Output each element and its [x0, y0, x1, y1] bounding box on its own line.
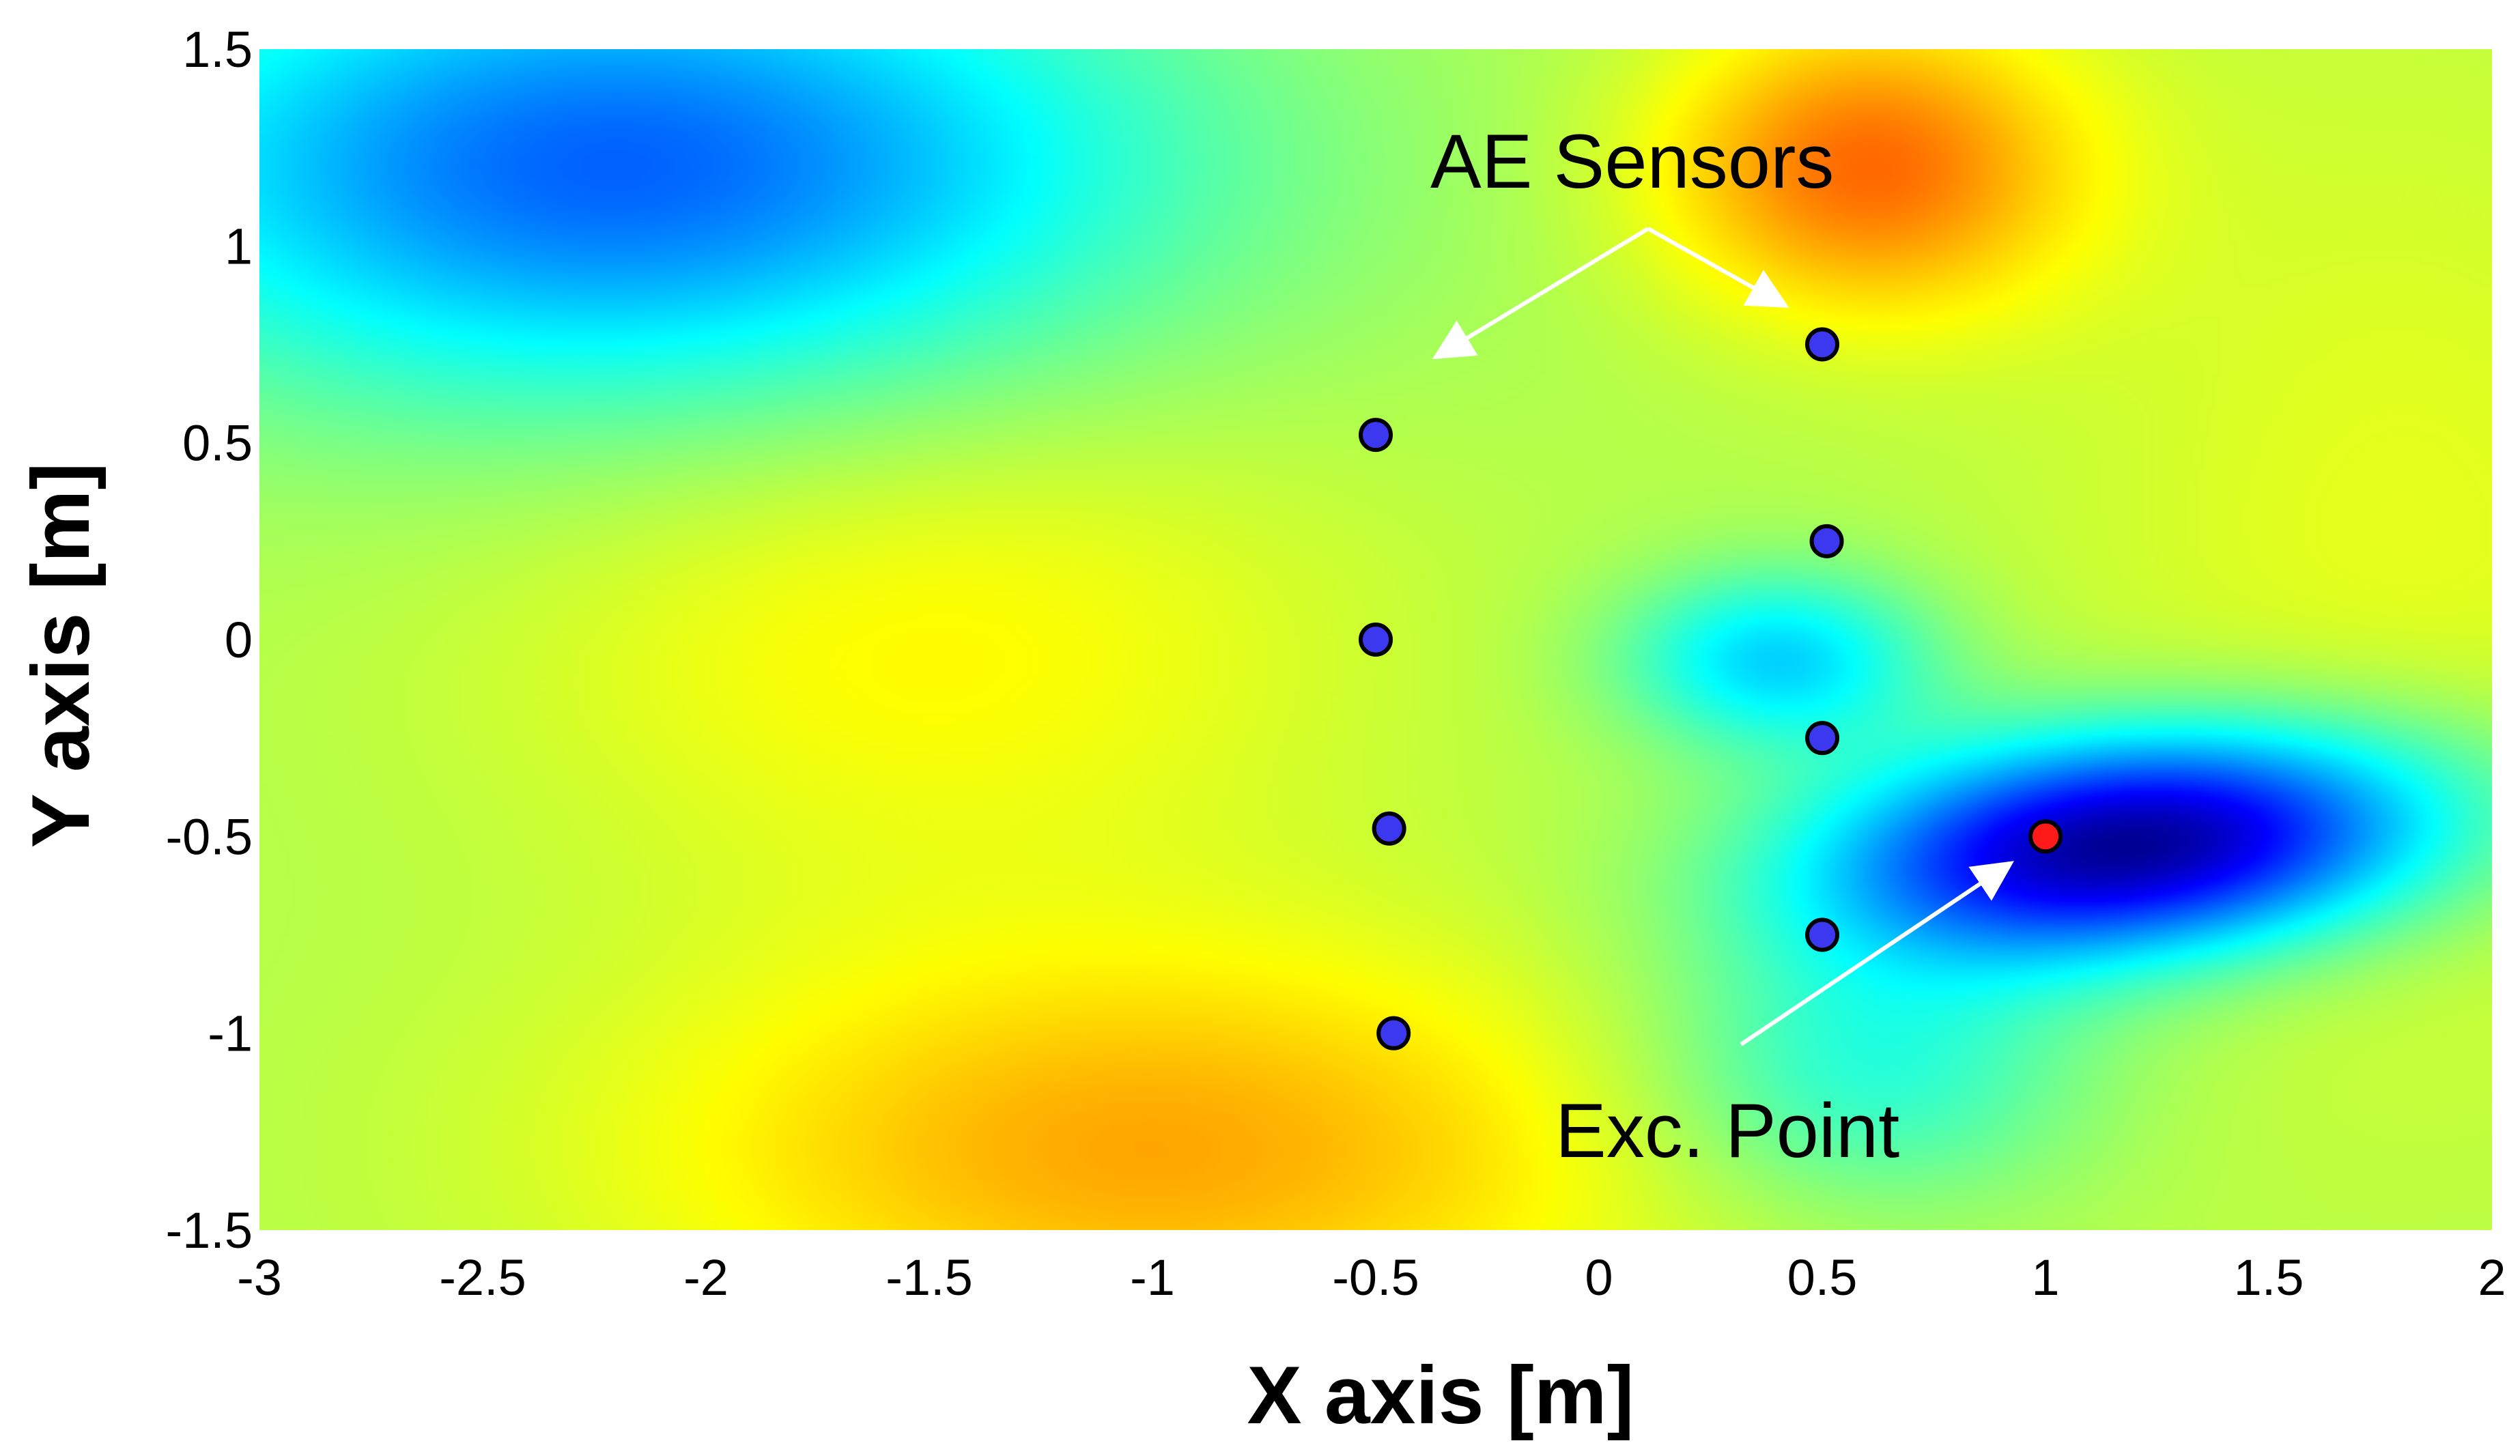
annotation-arrow-sensor-right	[1647, 227, 1789, 308]
ae-sensor-marker-5	[1805, 327, 1839, 362]
y-tick-label: -1	[208, 1005, 253, 1062]
x-tick-label: -3	[237, 1249, 282, 1306]
x-axis-label: X axis [m]	[1247, 1350, 1634, 1441]
x-tick-label: -2	[683, 1249, 728, 1306]
excitation-point-marker	[2028, 819, 2063, 854]
ae-sensor-marker-7	[1805, 721, 1839, 756]
x-tick-label: -0.5	[1332, 1249, 1419, 1306]
ae-sensor-marker-2	[1359, 623, 1393, 657]
x-tick-label: 0	[1585, 1249, 1613, 1306]
x-tick-label: 1.5	[2234, 1249, 2304, 1306]
x-tick-label: -2.5	[439, 1249, 526, 1306]
ae-sensor-marker-3	[1372, 811, 1406, 846]
annotation-arrow-sensor-left	[1432, 227, 1650, 360]
x-tick-label: -1	[1130, 1249, 1175, 1306]
ae-sensor-marker-1	[1359, 418, 1393, 453]
x-tick-labels: -3 -2.5 -2 -1.5 -1 -0.5 0 0.5 1 1.5 2	[237, 1249, 2506, 1306]
y-tick-label: 1.5	[182, 21, 253, 78]
text-layer: AE Sensors Exc. Point	[1430, 119, 1899, 1173]
x-tick-label: 2	[2478, 1249, 2506, 1306]
y-tick-labels: 1.5 1 0.5 0 -0.5 -1 -1.5	[165, 21, 253, 1259]
y-tick-label: 0.5	[182, 415, 253, 472]
x-tick-label: 1	[2031, 1249, 2059, 1306]
annotation-exc-point: Exc. Point	[1555, 1088, 1899, 1173]
y-axis-label: Y axis [m]	[15, 463, 107, 848]
x-tick-label: 0.5	[1787, 1249, 1858, 1306]
ae-sensor-marker-8	[1805, 917, 1839, 952]
y-tick-label: 1	[225, 218, 253, 274]
y-tick-label: -1.5	[165, 1202, 253, 1259]
annotation-layer	[1432, 227, 2014, 1046]
annotation-arrow-exc-point	[1740, 861, 2014, 1046]
ae-sensor-marker-4	[1376, 1016, 1411, 1051]
ae-sensor-marker-6	[1809, 524, 1844, 558]
y-tick-label: -0.5	[165, 808, 253, 865]
annotation-ae-sensors: AE Sensors	[1430, 119, 1834, 204]
y-tick-label: 0	[225, 612, 253, 668]
x-tick-label: -1.5	[886, 1249, 973, 1306]
marker-layer	[1359, 327, 2063, 1051]
